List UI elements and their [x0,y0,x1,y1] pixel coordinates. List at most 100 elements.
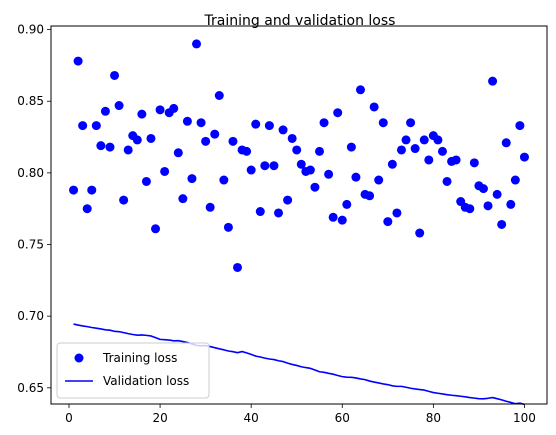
training-loss-point [146,133,156,143]
training-loss-point [269,161,279,171]
training-loss-point [228,136,238,146]
training-loss-point [69,185,79,195]
training-loss-point [182,116,192,126]
training-loss-point [287,133,297,143]
training-loss-point [274,208,283,218]
training-loss-point [141,176,151,186]
training-loss-point [437,146,447,156]
training-loss-point [223,222,233,232]
training-loss-point [478,184,488,194]
axes-frame [50,25,548,405]
training-loss-point [419,135,429,145]
training-loss-point [406,118,416,128]
training-loss-point [100,106,110,116]
training-loss-point [196,118,206,128]
training-loss-point [488,76,498,86]
training-loss-point [292,145,302,155]
training-loss-point [264,121,274,131]
validation-loss-line [73,323,525,406]
training-loss-point [515,121,525,131]
training-loss-point [201,136,211,146]
training-loss-point [501,138,511,148]
legend-label-validation-loss: Validation loss [103,374,189,388]
training-loss-point [119,195,129,205]
training-loss-point [137,109,147,119]
training-loss-point [73,56,83,66]
training-loss-point [210,129,220,139]
training-loss-point [110,70,120,80]
training-loss-point [396,145,406,155]
legend-marker-training-loss [74,353,84,363]
training-loss-point [155,105,165,115]
training-loss-point [214,91,224,100]
training-loss-point [387,159,397,169]
training-loss-point [260,161,270,171]
training-loss-point [401,135,411,145]
training-loss-point [192,39,202,49]
legend: Training loss Validation loss [56,342,210,399]
training-loss-point [374,175,384,185]
training-loss-point [383,217,393,227]
training-loss-point [82,204,92,214]
plot-area [69,39,529,406]
chart-title: Training and validation loss [204,13,396,29]
training-loss-point [132,135,142,145]
training-loss-point [283,195,293,205]
training-loss-point [328,212,338,222]
x-tick-label: 0 [65,411,73,425]
training-loss-point [296,159,306,169]
training-loss-point [114,101,124,111]
training-loss-point [187,174,197,184]
training-loss-point [469,158,479,168]
training-loss-point [310,182,320,192]
training-loss-point [510,175,520,185]
x-tick-label: 40 [244,411,259,425]
training-loss-point [169,103,179,113]
training-loss-point [160,166,170,176]
training-loss-point [506,199,516,209]
training-loss-point [178,194,188,204]
y-tick-label: 0.75 [17,238,44,252]
training-loss-point [433,135,443,145]
training-loss-point [278,125,288,135]
training-loss-point [519,152,529,162]
y-tick-label: 0.65 [17,381,44,395]
training-loss-point [424,155,434,165]
x-tick-label: 80 [426,411,441,425]
training-loss-point [315,146,324,156]
x-tick-label: 100 [513,411,536,425]
training-loss-point [219,175,229,185]
training-loss-point [451,155,461,165]
training-loss-point [78,121,88,131]
training-loss-point [324,169,334,179]
training-loss-point [242,146,252,156]
y-tick-label: 0.80 [17,166,44,180]
training-loss-point [333,108,343,118]
training-loss-point [355,85,365,95]
y-tick-label: 0.70 [17,309,44,323]
training-loss-point [151,224,161,234]
training-loss-point [123,145,133,155]
y-tick-label: 0.85 [17,94,44,108]
x-tick-label: 20 [152,411,167,425]
training-loss-point [342,199,352,209]
training-loss-point [365,191,375,201]
training-loss-point [319,118,329,128]
training-loss-point [173,148,183,158]
training-loss-point [255,207,265,217]
legend-box [56,342,210,399]
training-loss-point [392,208,402,218]
legend-label-training-loss: Training loss [102,351,177,365]
training-loss-point [415,228,425,238]
training-loss-point [492,189,502,199]
training-loss-point [251,119,261,129]
training-loss-point [378,118,388,128]
training-loss-point [205,202,215,212]
training-loss-point [105,142,115,152]
training-loss-point [87,185,97,195]
training-loss-point [351,172,361,182]
training-loss-point [410,144,420,154]
training-loss-point [305,165,315,175]
x-axis: 0 20 40 60 80 100 [65,404,536,425]
